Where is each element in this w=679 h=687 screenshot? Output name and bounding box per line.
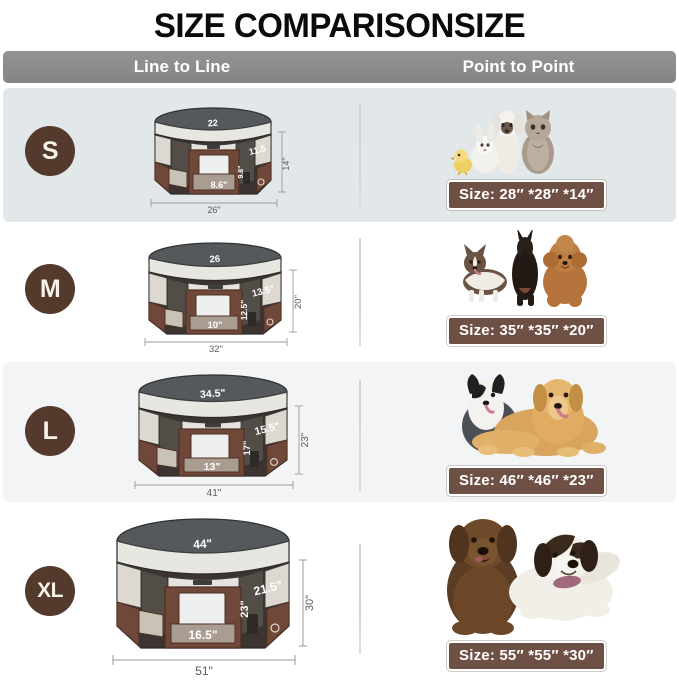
svg-text:30": 30"	[304, 595, 316, 611]
size-badge-l: L	[25, 406, 75, 456]
table-row: S	[3, 88, 676, 222]
svg-text:44": 44"	[193, 536, 213, 551]
column-divider	[359, 544, 361, 654]
size-badge-xl: XL	[25, 566, 75, 616]
svg-text:10": 10"	[207, 320, 222, 331]
svg-text:23": 23"	[239, 600, 251, 617]
playpen-diagram-l: 34.5" 15.5" 13" 17" 23" 41"	[113, 366, 328, 498]
svg-text:22: 22	[207, 118, 218, 129]
page-title: SIZE COMPARISONSIZE	[153, 7, 526, 45]
playpen-diagram-xl: 44" 21.5" 16.5" 23" 30" 51"	[91, 508, 331, 680]
svg-text:41": 41"	[207, 488, 222, 498]
svg-text:26: 26	[209, 254, 220, 266]
svg-text:13.5": 13.5"	[251, 283, 276, 299]
svg-text:32": 32"	[209, 344, 223, 354]
size-badge-s: S	[25, 126, 75, 176]
svg-text:11.5: 11.5	[248, 143, 267, 157]
svg-text:12.5": 12.5"	[239, 300, 249, 321]
column-header-point-to-point: Point to Point	[462, 57, 575, 76]
svg-text:8.6": 8.6"	[211, 180, 228, 190]
size-label-m: Size: 35″ *35″ *20″	[447, 316, 606, 346]
table-header-bar: Line to Line Point to Point	[3, 51, 676, 83]
size-label-xl: Size: 55″ *55″ *30″	[447, 641, 606, 671]
column-divider	[359, 238, 361, 346]
column-header-line-to-line: Line to Line	[133, 57, 231, 76]
svg-text:9.8": 9.8"	[238, 165, 245, 178]
svg-text:13": 13"	[204, 461, 221, 473]
svg-text:34.5": 34.5"	[200, 387, 226, 401]
svg-text:17": 17"	[242, 440, 253, 455]
animal-illustration-l	[428, 368, 616, 468]
svg-text:26": 26"	[207, 205, 220, 215]
column-divider	[359, 380, 361, 492]
table-row: M 26	[3, 228, 676, 356]
svg-text:23": 23"	[300, 432, 311, 447]
size-label-l: Size: 46″ *46″ *23″	[447, 466, 606, 496]
svg-text:51": 51"	[195, 664, 213, 678]
playpen-diagram-m: 26 13.5" 10" 12.5" 20" 32"	[123, 236, 323, 354]
svg-text:15.5": 15.5"	[253, 420, 281, 438]
playpen-diagram-s: 22 11.5 8.6" 9.8" 14" 26"	[131, 102, 311, 216]
svg-text:14": 14"	[281, 157, 291, 170]
column-divider	[359, 104, 361, 208]
table-row: XL 44"	[3, 508, 676, 684]
size-badge-m: M	[25, 264, 75, 314]
animal-illustration-xl	[421, 508, 621, 636]
svg-text:21.5": 21.5"	[252, 578, 284, 599]
table-row: L 34.5"	[3, 362, 676, 502]
size-label-s: Size: 28″ *28″ *14″	[447, 180, 606, 210]
animal-illustration-m	[453, 230, 601, 314]
svg-text:16.5": 16.5"	[188, 628, 217, 642]
svg-text:20": 20"	[293, 295, 304, 309]
animal-illustration-s	[441, 98, 581, 180]
